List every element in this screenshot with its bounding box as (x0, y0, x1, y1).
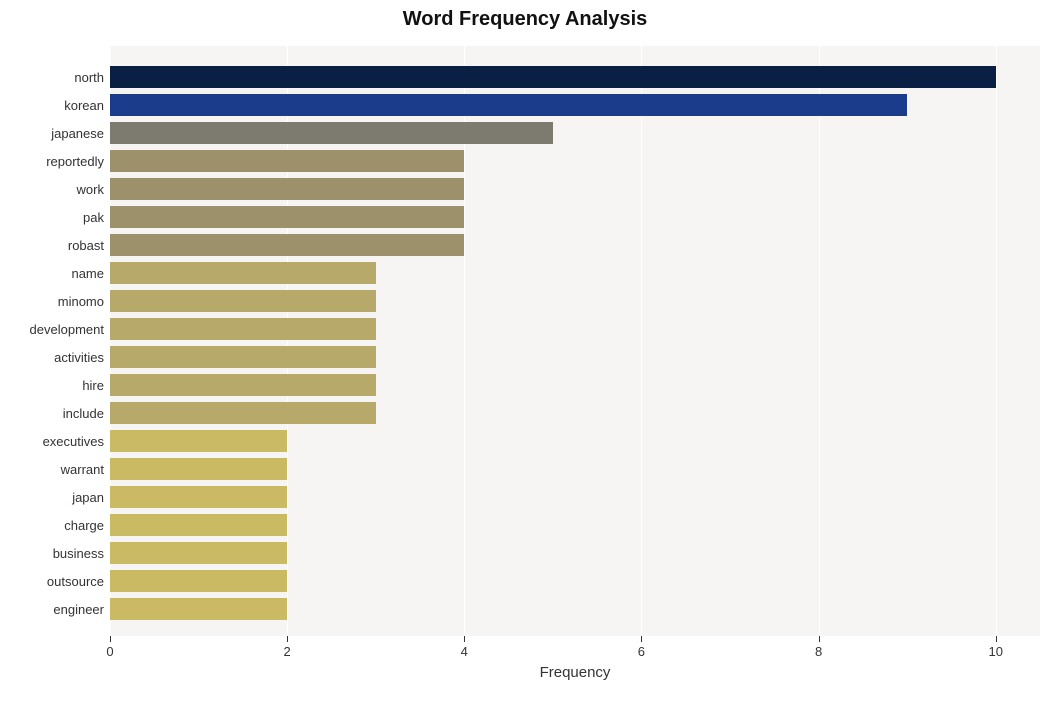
x-tick-mark (819, 636, 820, 642)
y-tick-label: reportedly (46, 154, 104, 169)
gridline (641, 46, 642, 636)
bar (110, 570, 287, 592)
x-tick-label: 2 (284, 644, 291, 659)
x-tick-label: 4 (461, 644, 468, 659)
gridline (819, 46, 820, 636)
x-tick-mark (464, 636, 465, 642)
x-tick-label: 8 (815, 644, 822, 659)
bar (110, 458, 287, 480)
bar (110, 542, 287, 564)
y-tick-label: japanese (51, 126, 104, 141)
bar (110, 514, 287, 536)
x-tick-mark (287, 636, 288, 642)
bar (110, 346, 376, 368)
bar (110, 178, 464, 200)
word-frequency-chart: Word Frequency Analysis Frequency 0 2 4 6 8 1… (0, 0, 1050, 701)
x-tick-mark (996, 636, 997, 642)
bar (110, 598, 287, 620)
x-tick-label: 6 (638, 644, 645, 659)
y-tick-label: outsource (47, 574, 104, 589)
y-tick-label: activities (54, 350, 104, 365)
y-tick-label: hire (82, 378, 104, 393)
bar (110, 374, 376, 396)
y-tick-label: robast (68, 238, 104, 253)
bar (110, 290, 376, 312)
y-tick-label: north (74, 70, 104, 85)
bar (110, 402, 376, 424)
y-tick-label: business (53, 546, 104, 561)
y-tick-label: work (77, 182, 104, 197)
y-tick-label: korean (64, 98, 104, 113)
x-tick-mark (641, 636, 642, 642)
plot-area (110, 46, 1040, 636)
y-tick-label: japan (72, 490, 104, 505)
y-tick-label: pak (83, 210, 104, 225)
gridline (996, 46, 997, 636)
bar (110, 262, 376, 284)
bar (110, 94, 907, 116)
y-tick-label: engineer (53, 602, 104, 617)
y-tick-label: include (63, 406, 104, 421)
y-tick-label: charge (64, 518, 104, 533)
y-tick-label: development (30, 322, 104, 337)
bar (110, 234, 464, 256)
x-tick-label: 10 (988, 644, 1002, 659)
bar (110, 430, 287, 452)
x-axis-label: Frequency (525, 664, 625, 681)
bar (110, 206, 464, 228)
chart-title: Word Frequency Analysis (0, 8, 1050, 31)
bar (110, 122, 553, 144)
y-tick-label: minomo (58, 294, 104, 309)
bar (110, 150, 464, 172)
x-tick-label: 0 (106, 644, 113, 659)
y-tick-label: name (71, 266, 104, 281)
x-tick-mark (110, 636, 111, 642)
y-tick-label: warrant (61, 462, 104, 477)
y-tick-label: executives (43, 434, 104, 449)
bar (110, 318, 376, 340)
bar (110, 66, 996, 88)
bar (110, 486, 287, 508)
